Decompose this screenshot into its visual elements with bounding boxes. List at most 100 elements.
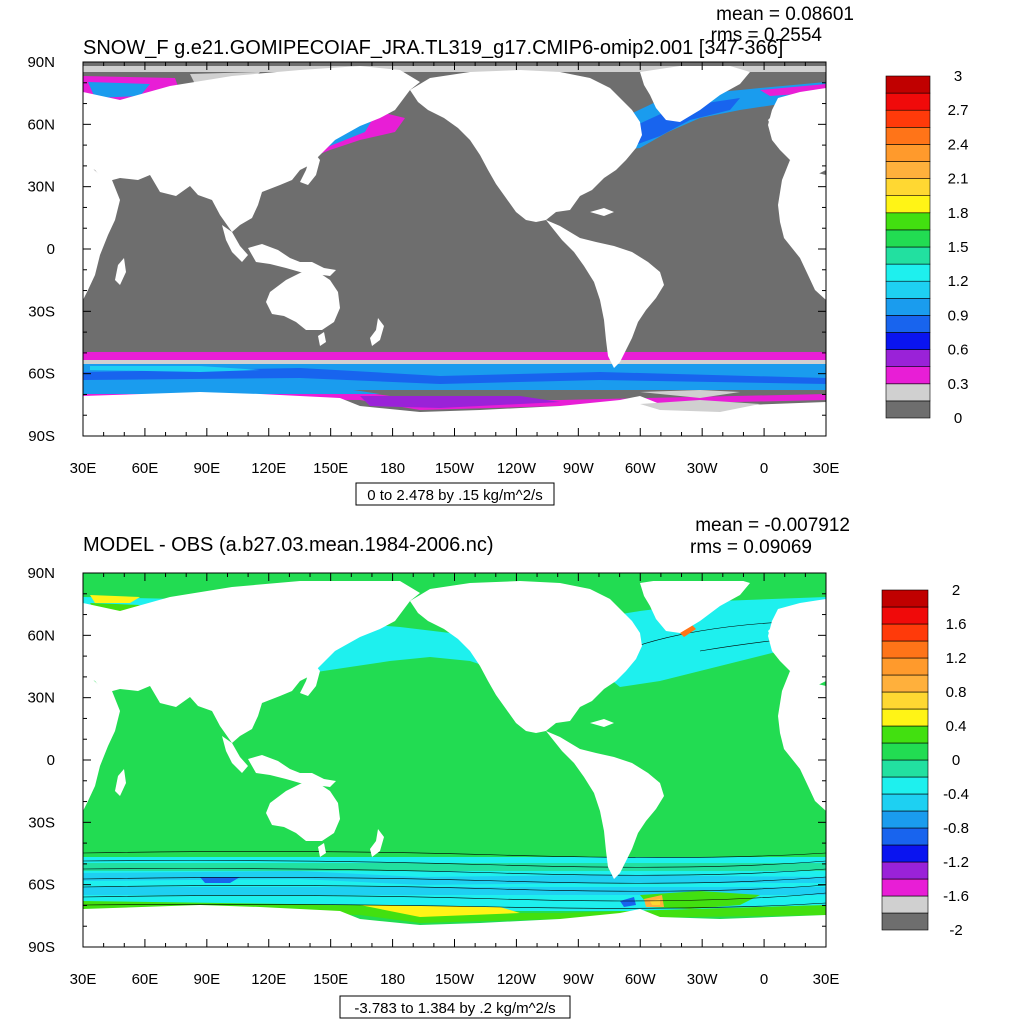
top-range-label: 0 to 2.478 by .15 kg/m^2/s <box>367 487 542 504</box>
x-tick-label: 30W <box>687 460 719 477</box>
top-colorbar: 0 0.3 0.6 0.9 1.2 1.5 1.8 2.1 2.4 2.7 3 <box>885 68 969 427</box>
colorbar-label: 0.3 <box>948 376 969 393</box>
colorbar-label: 2 <box>952 582 960 599</box>
colorbar-swatch <box>881 725 929 744</box>
colorbar-swatch <box>885 109 931 128</box>
top-y-tick-marks <box>83 61 826 437</box>
top-x-tick-labels: 30E 60E 90E 120E 150E 180 150W 120W 90W 60W 30W 0 30… <box>70 460 840 477</box>
bottom-panel: MODEL - OBS (a.b27.03.mean.1984-2006.nc)… <box>27 515 969 1019</box>
x-tick-label: 150E <box>313 971 348 988</box>
colorbar-swatch <box>881 912 929 931</box>
y-tick-label: 90S <box>28 939 55 956</box>
colorbar-swatch <box>885 349 931 368</box>
colorbar-swatch <box>885 280 931 299</box>
colorbar-swatch <box>885 195 931 214</box>
x-tick-label: 180 <box>380 460 405 477</box>
colorbar-label: -0.4 <box>943 786 969 803</box>
x-tick-label: 90W <box>563 460 595 477</box>
colorbar-swatch <box>881 691 929 710</box>
bottom-title: MODEL - OBS (a.b27.03.mean.1984-2006.nc) <box>83 534 494 556</box>
colorbar-swatch <box>881 589 929 608</box>
y-tick-label: 30N <box>27 179 55 196</box>
x-tick-label: 120E <box>251 460 286 477</box>
x-tick-label: 30E <box>70 971 97 988</box>
colorbar-swatch <box>881 674 929 693</box>
colorbar-swatch <box>885 161 931 179</box>
bottom-range-label: -3.783 to 1.384 by .2 kg/m^2/s <box>354 1000 555 1017</box>
colorbar-label: 0 <box>954 410 962 427</box>
colorbar-swatch <box>881 861 929 880</box>
colorbar-swatch <box>885 92 931 111</box>
x-tick-label: 30E <box>813 460 840 477</box>
colorbar-swatch <box>881 640 929 659</box>
colorbar-label: -1.6 <box>943 888 969 905</box>
colorbar-label: 3 <box>954 68 962 85</box>
colorbar-label: 2.4 <box>948 136 969 153</box>
x-tick-label: 90W <box>563 971 595 988</box>
colorbar-label: 1.2 <box>948 273 969 290</box>
colorbar-label: 1.2 <box>946 650 967 667</box>
colorbar-swatch <box>881 776 929 795</box>
colorbar-swatch <box>881 742 929 761</box>
x-tick-label: 60E <box>132 971 159 988</box>
x-tick-label: 0 <box>760 460 768 477</box>
x-tick-label: 60W <box>625 460 657 477</box>
bottom-y-tick-labels: 90N 60N 30N 0 30S 60S 90S <box>27 565 55 956</box>
bottom-x-tick-marks <box>82 573 827 947</box>
colorbar-label: -1.2 <box>943 854 969 871</box>
x-tick-label: 120E <box>251 971 286 988</box>
x-tick-label: 30E <box>813 971 840 988</box>
colorbar-label: 2.7 <box>948 102 969 119</box>
y-tick-label: 30S <box>28 814 55 831</box>
bottom-rms: rms = 0.09069 <box>690 537 812 558</box>
colorbar-swatch <box>885 297 931 316</box>
colorbar-swatch <box>881 623 929 642</box>
colorbar-swatch <box>881 810 929 829</box>
x-tick-label: 150W <box>435 460 475 477</box>
colorbar-swatch <box>881 657 929 676</box>
y-tick-label: 90N <box>27 565 55 582</box>
x-tick-label: 150W <box>435 971 475 988</box>
colorbar-label: 0 <box>952 752 960 769</box>
colorbar-swatch <box>881 606 929 625</box>
y-tick-label: 0 <box>47 752 55 769</box>
top-rms: rms = 0.2554 <box>711 25 823 46</box>
bottom-range-box <box>339 995 571 1019</box>
colorbar-swatch <box>885 127 931 145</box>
bottom-y-tick-marks <box>83 572 826 948</box>
x-tick-label: 30E <box>70 460 97 477</box>
top-range-box <box>355 482 555 506</box>
y-tick-label: 60S <box>28 366 55 383</box>
x-tick-label: 0 <box>760 971 768 988</box>
y-tick-label: 60N <box>27 627 55 644</box>
x-tick-label: 90E <box>193 460 220 477</box>
colorbar-swatch <box>881 759 929 778</box>
x-tick-label: 60E <box>132 460 159 477</box>
x-tick-label: 30W <box>687 971 719 988</box>
y-tick-label: 90N <box>27 54 55 71</box>
colorbar-swatch <box>885 315 931 333</box>
colorbar-label: 0.9 <box>948 307 969 324</box>
bottom-mean: mean = -0.007912 <box>695 515 850 536</box>
colorbar-label: 0.8 <box>946 684 967 701</box>
colorbar-label: 2.1 <box>948 171 969 188</box>
colorbar-label: -0.8 <box>943 820 969 837</box>
bottom-x-tick-labels: 30E 60E 90E 120E 150E 180 150W 120W 90W 60W 30W 0 30… <box>70 971 840 988</box>
colorbar-swatch <box>885 229 931 248</box>
x-tick-label: 150E <box>313 460 348 477</box>
bottom-map-field <box>83 573 826 947</box>
colorbar-label: 0.4 <box>946 718 967 735</box>
colorbar-label: 1.5 <box>948 239 969 256</box>
top-map-field <box>83 62 826 436</box>
top-title: SNOW_F g.e21.GOMIPECOIAF_JRA.TL319_g17.C… <box>83 37 783 59</box>
top-mean: mean = 0.08601 <box>716 4 854 25</box>
colorbar-swatch <box>885 144 931 162</box>
colorbar-swatch <box>885 263 931 282</box>
y-tick-label: 90S <box>28 428 55 445</box>
colorbar-swatch <box>881 895 929 914</box>
colorbar-swatch <box>885 212 931 231</box>
top-panel: SNOW_F g.e21.GOMIPECOIAF_JRA.TL319_g17.C… <box>27 4 969 506</box>
y-tick-label: 30N <box>27 690 55 707</box>
colorbar-swatch <box>881 793 929 812</box>
